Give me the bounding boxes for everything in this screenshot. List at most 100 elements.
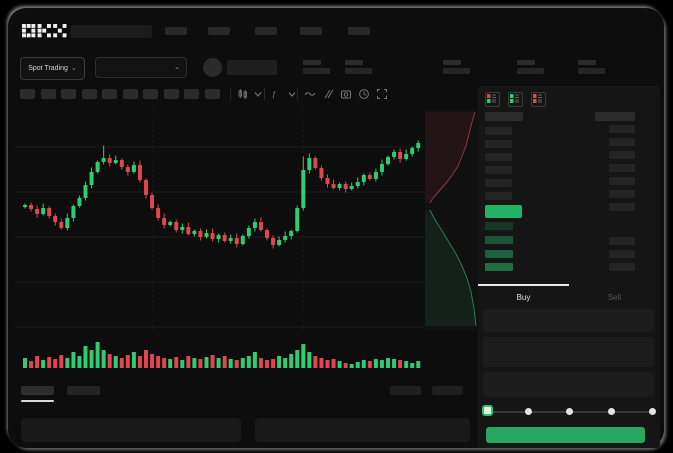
line-overlay-icon[interactable]: [303, 88, 317, 100]
orderbook-row-placeholder[interactable]: [609, 125, 635, 133]
orderbook-row-placeholder[interactable]: [609, 250, 635, 258]
chevron-down-icon[interactable]: [285, 88, 299, 100]
orderbook-combined-icon[interactable]: [485, 92, 500, 107]
timeframe-button-placeholder[interactable]: [163, 89, 179, 99]
nav-item-placeholder[interactable]: [165, 27, 187, 35]
orderbook-row-placeholder[interactable]: [485, 263, 513, 272]
orderbook-row-placeholder[interactable]: [485, 249, 513, 258]
stat-label-placeholder: [517, 60, 535, 65]
search-placeholder[interactable]: [70, 25, 152, 38]
nav-item-placeholder[interactable]: [300, 27, 322, 35]
last-price-bar[interactable]: [485, 205, 522, 218]
timeframe-button-placeholder[interactable]: [102, 89, 117, 99]
timeframe-button-placeholder[interactable]: [143, 89, 158, 99]
orderbook-row-placeholder[interactable]: [485, 127, 512, 135]
market-type-selector[interactable]: Spot Trading ⌄: [20, 57, 85, 80]
pair-name-placeholder: [227, 60, 277, 75]
bottom-input-placeholder[interactable]: [255, 418, 470, 442]
toolbar-divider: [230, 88, 231, 100]
candle-style-icon[interactable]: [236, 88, 250, 100]
slider-step-dot[interactable]: [524, 408, 532, 415]
orderbook-row-placeholder[interactable]: [609, 263, 635, 271]
coin-icon: [203, 58, 222, 77]
ticker-stat-placeholder: [517, 60, 544, 75]
orderbook-bids-icon[interactable]: [508, 92, 523, 107]
orderbook-row-placeholder[interactable]: [485, 222, 513, 230]
orderbook-row-placeholder[interactable]: [609, 164, 635, 172]
orderbook-row-placeholder[interactable]: [609, 151, 635, 159]
tab-sell[interactable]: Sell: [569, 286, 660, 308]
submit-buy-button[interactable]: [486, 427, 645, 443]
stat-value-placeholder: [578, 68, 605, 74]
toolbar-divider: [297, 88, 298, 100]
timeframe-button-placeholder[interactable]: [61, 89, 76, 99]
market-type-label: Spot Trading: [28, 65, 68, 72]
orderbook-row-placeholder[interactable]: [485, 235, 513, 244]
toolbar-divider: [264, 88, 265, 100]
orderbook-row-placeholder[interactable]: [609, 237, 635, 245]
bottom-tab-placeholder[interactable]: [67, 386, 100, 395]
order-panel: Buy Sell: [478, 86, 660, 448]
pair-dropdown[interactable]: ⌄: [95, 57, 187, 78]
buy-tab-underline: [478, 284, 569, 286]
orderbook-row-placeholder[interactable]: [485, 153, 512, 161]
timeframe-button-placeholder[interactable]: [40, 89, 56, 99]
ticker-stat-placeholder: [345, 60, 372, 75]
chevron-down-icon: ⌄: [174, 64, 180, 71]
timeframe-button-placeholder[interactable]: [122, 89, 138, 99]
tab-buy[interactable]: Buy: [478, 286, 569, 308]
svg-text:ƒ: ƒ: [272, 90, 276, 99]
orderbook-header-price: [485, 112, 523, 121]
orderbook-asks-icon[interactable]: [531, 92, 546, 107]
orderbook-header-amount: [595, 112, 635, 121]
nav-item-placeholder[interactable]: [208, 27, 230, 35]
stat-value-placeholder: [443, 68, 470, 74]
fullscreen-icon[interactable]: [375, 88, 389, 100]
slider-step-dot[interactable]: [607, 408, 615, 415]
total-input[interactable]: [483, 372, 654, 397]
orderbook-row-placeholder[interactable]: [609, 190, 635, 198]
slider-step-dot[interactable]: [649, 408, 656, 415]
timeframe-button-placeholder[interactable]: [20, 89, 35, 99]
stat-label-placeholder: [345, 60, 363, 65]
amount-input[interactable]: [483, 337, 654, 367]
orderbook-row-placeholder[interactable]: [485, 192, 512, 200]
depth-map[interactable]: [425, 110, 478, 330]
amount-slider-handle[interactable]: [482, 405, 493, 416]
orderbook-row-placeholder[interactable]: [609, 138, 635, 146]
slider-step-dot[interactable]: [566, 408, 573, 415]
chevron-down-icon[interactable]: [251, 88, 265, 100]
bottom-link-placeholder[interactable]: [432, 386, 463, 395]
orderbook-row-placeholder[interactable]: [485, 179, 512, 187]
app-window: OKX Spot Trading ⌄ ⌄ Buy: [8, 8, 664, 448]
compare-icon[interactable]: [321, 88, 335, 100]
okx-logo[interactable]: OKX: [22, 24, 67, 38]
timeframe-button-placeholder[interactable]: [204, 89, 220, 99]
bottom-input-placeholder[interactable]: [21, 418, 241, 442]
volume-chart: [15, 336, 427, 370]
timeframe-button-placeholder[interactable]: [184, 89, 199, 99]
nav-item-placeholder[interactable]: [348, 27, 370, 35]
candlestick-chart[interactable]: [15, 110, 427, 334]
indicator-fx-icon[interactable]: ƒ: [269, 88, 283, 100]
bottom-link-placeholder[interactable]: [390, 386, 421, 395]
orderbook-row-placeholder[interactable]: [485, 140, 512, 148]
stat-value-placeholder: [517, 68, 544, 74]
stat-value-placeholder: [303, 68, 330, 74]
ticker-stat-placeholder: [443, 60, 470, 75]
price-input[interactable]: [483, 309, 654, 332]
orderbook-row-placeholder[interactable]: [485, 166, 512, 174]
okx-logo-icon: [22, 24, 67, 38]
active-tab-underline: [21, 400, 54, 402]
chevron-down-icon: ⌄: [70, 65, 77, 72]
stat-label-placeholder: [303, 60, 321, 65]
history-clock-icon[interactable]: [357, 88, 371, 100]
orderbook-row-placeholder[interactable]: [609, 177, 635, 185]
camera-icon[interactable]: [339, 88, 353, 100]
nav-item-placeholder[interactable]: [255, 27, 277, 35]
stat-value-placeholder: [345, 68, 372, 74]
okx-logo-text: OKX: [22, 38, 23, 39]
timeframe-button-placeholder[interactable]: [81, 89, 97, 99]
orderbook-row-placeholder[interactable]: [609, 203, 635, 211]
bottom-tab-placeholder[interactable]: [21, 386, 54, 395]
